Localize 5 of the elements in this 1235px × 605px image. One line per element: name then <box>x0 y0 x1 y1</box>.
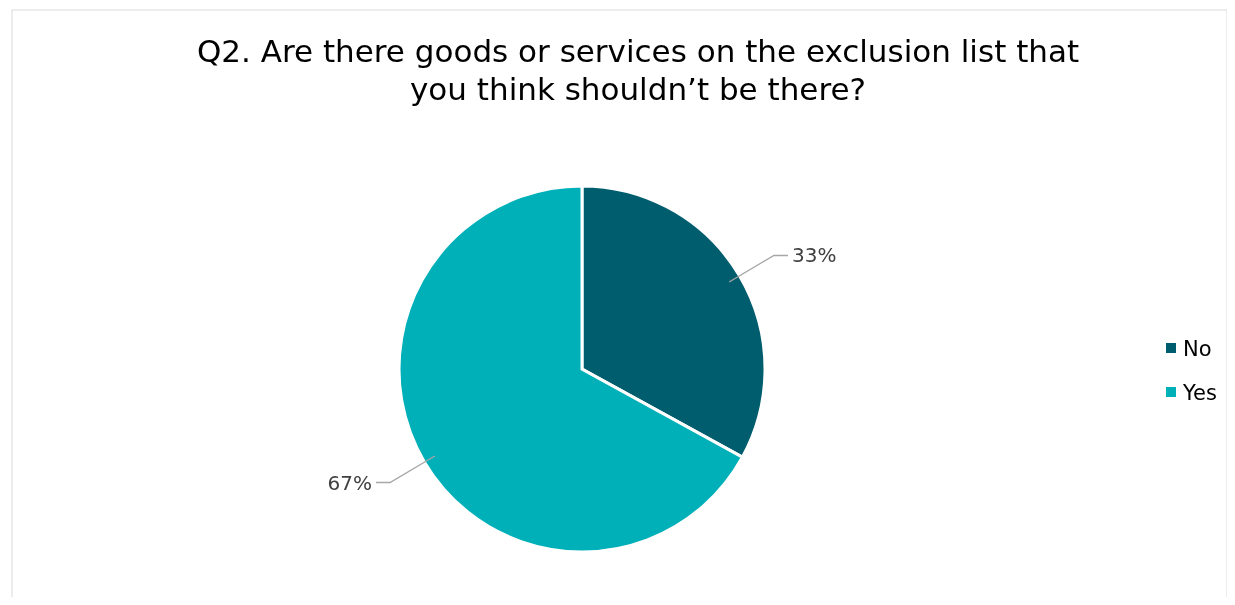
legend-label: Yes <box>1182 381 1217 405</box>
data-label: 67% <box>327 470 373 495</box>
legend-label: No <box>1183 337 1212 361</box>
chart-title: Q2. Are there goods or services on the exclusion list that you think shouldn’t be there? <box>196 33 1080 107</box>
data-label: 33% <box>791 243 837 268</box>
